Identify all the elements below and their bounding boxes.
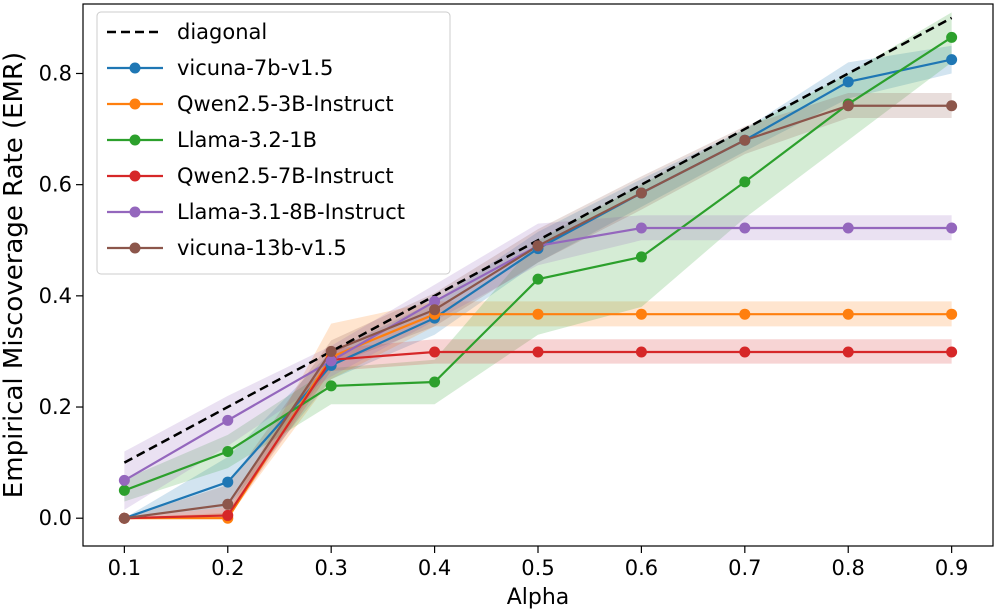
point-llama-3-2-1b-4 xyxy=(532,273,544,285)
x-axis-label: Alpha xyxy=(507,585,570,610)
point-llama-3-2-1b-5 xyxy=(635,251,647,263)
point-vicuna-13b-v1-5-6 xyxy=(739,134,751,146)
legend-marker-vicuna-13b-v1-5 xyxy=(129,242,141,254)
y-tick-label: 0.8 xyxy=(39,61,72,85)
point-qwen2-5-7b-instruct-4 xyxy=(532,346,544,358)
legend-marker-qwen2-5-3b-instruct xyxy=(129,98,141,110)
x-tick-label: 0.1 xyxy=(108,556,141,580)
y-tick-label: 0.0 xyxy=(39,506,72,530)
point-qwen2-5-7b-instruct-5 xyxy=(635,346,647,358)
legend-marker-llama-3-1-8b-instruct xyxy=(129,206,141,218)
point-vicuna-13b-v1-5-4 xyxy=(532,240,544,252)
point-llama-3-1-8b-instruct-6 xyxy=(739,222,751,234)
line-diagonal xyxy=(123,16,953,464)
point-qwen2-5-3b-instruct-6 xyxy=(739,308,751,320)
point-llama-3-1-8b-instruct-1 xyxy=(222,414,234,426)
band-vicuna-7b-v1-5 xyxy=(124,45,952,519)
point-llama-3-2-1b-6 xyxy=(739,176,751,188)
point-llama-3-1-8b-instruct-2 xyxy=(325,355,337,367)
x-tick-label: 0.9 xyxy=(935,556,968,580)
point-llama-3-2-1b-3 xyxy=(429,376,441,388)
legend-label-diagonal: diagonal xyxy=(177,20,267,44)
point-llama-3-2-1b-1 xyxy=(222,445,234,457)
point-qwen2-5-3b-instruct-8 xyxy=(946,308,958,320)
point-vicuna-13b-v1-5-0 xyxy=(118,512,130,524)
y-ticks: 0.0 0.2 0.4 0.6 0.8 xyxy=(39,61,83,530)
legend-label-vicuna-7b-v1-5: vicuna-7b-v1.5 xyxy=(177,56,333,80)
x-tick-label: 0.4 xyxy=(418,556,451,580)
x-ticks: 0.1 0.2 0.3 0.4 0.5 0.6 0.7 0.8 0.9 xyxy=(108,546,968,580)
x-tick-label: 0.8 xyxy=(832,556,865,580)
point-llama-3-2-1b-0 xyxy=(118,484,130,496)
legend-marker-vicuna-7b-v1-5 xyxy=(129,62,141,74)
legend-box xyxy=(96,11,451,275)
point-vicuna-13b-v1-5-2 xyxy=(325,345,337,357)
point-vicuna-7b-v1-5-8 xyxy=(946,54,958,66)
series-markers xyxy=(118,31,958,524)
point-llama-3-2-1b-2 xyxy=(325,380,337,392)
legend-marker-qwen2-5-7b-instruct xyxy=(129,170,141,182)
point-qwen2-5-7b-instruct-8 xyxy=(946,346,958,358)
point-qwen2-5-3b-instruct-7 xyxy=(842,308,854,320)
legend: diagonal vicuna-7b-v1.5 Qwen2.5-3B-Instruc… xyxy=(96,11,451,275)
point-vicuna-13b-v1-5-5 xyxy=(635,187,647,199)
x-tick-label: 0.3 xyxy=(314,556,347,580)
point-vicuna-13b-v1-5-7 xyxy=(842,100,854,112)
point-llama-3-1-8b-instruct-0 xyxy=(118,474,130,486)
point-qwen2-5-7b-instruct-3 xyxy=(429,346,441,358)
x-tick-label: 0.6 xyxy=(625,556,658,580)
legend-label-llama-3-1-8b-instruct: Llama-3.1-8B-Instruct xyxy=(177,200,405,224)
point-qwen2-5-3b-instruct-4 xyxy=(532,308,544,320)
point-qwen2-5-7b-instruct-7 xyxy=(842,346,854,358)
point-vicuna-13b-v1-5-1 xyxy=(222,498,234,510)
point-llama-3-1-8b-instruct-8 xyxy=(946,222,958,234)
y-tick-label: 0.6 xyxy=(39,173,72,197)
point-llama-3-1-8b-instruct-5 xyxy=(635,222,647,234)
legend-label-llama-3-2-1b: Llama-3.2-1B xyxy=(177,128,317,152)
point-vicuna-7b-v1-5-7 xyxy=(842,76,854,88)
band-llama-3-2-1b xyxy=(124,12,952,502)
legend-marker-llama-3-2-1b xyxy=(129,134,141,146)
y-axis-label: Empirical Miscoverage Rate (EMR) xyxy=(0,52,29,498)
point-llama-3-1-8b-instruct-7 xyxy=(842,222,854,234)
x-tick-label: 0.7 xyxy=(728,556,761,580)
point-llama-3-2-1b-8 xyxy=(946,31,958,43)
point-qwen2-5-7b-instruct-6 xyxy=(739,346,751,358)
legend-label-vicuna-13b-v1-5: vicuna-13b-v1.5 xyxy=(177,236,347,260)
point-llama-3-1-8b-instruct-3 xyxy=(429,295,441,307)
y-tick-label: 0.4 xyxy=(39,284,72,308)
x-tick-label: 0.5 xyxy=(521,556,554,580)
legend-label-qwen2-5-7b-instruct: Qwen2.5-7B-Instruct xyxy=(177,164,394,188)
point-vicuna-13b-v1-5-8 xyxy=(946,100,958,112)
legend-label-qwen2-5-3b-instruct: Qwen2.5-3B-Instruct xyxy=(177,92,394,116)
point-vicuna-13b-v1-5-3 xyxy=(429,304,441,316)
band-qwen2-5-7b-instruct xyxy=(124,339,952,519)
point-qwen2-5-7b-instruct-1 xyxy=(222,509,234,521)
x-tick-label: 0.2 xyxy=(211,556,244,580)
y-tick-label: 0.2 xyxy=(39,395,72,419)
point-vicuna-7b-v1-5-1 xyxy=(222,476,234,488)
point-qwen2-5-3b-instruct-5 xyxy=(635,308,647,320)
